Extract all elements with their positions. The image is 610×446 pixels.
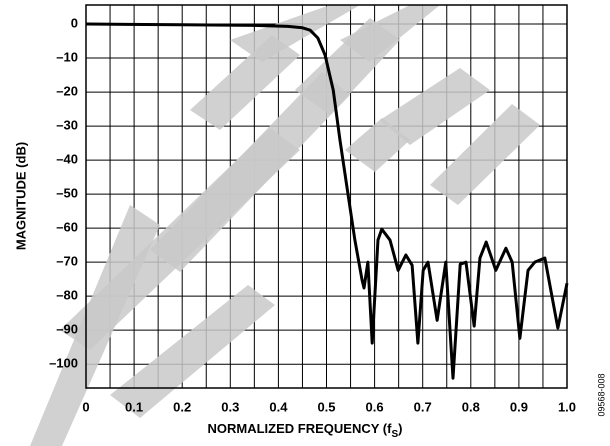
x-axis-label-end: ) (398, 421, 402, 436)
plot-frame (85, 4, 568, 389)
watermark-stroke (430, 104, 540, 205)
x-axis-label: NORMALIZED FREQUENCY (fS) (208, 421, 403, 439)
x-axis-label-main: NORMALIZED FREQUENCY (f (208, 421, 393, 436)
y-tick-label: –100 (49, 356, 78, 371)
y-tick-label: –50 (56, 186, 78, 201)
x-axis-label-subscript: S (391, 429, 398, 440)
x-tick-label: 0 (82, 399, 89, 414)
y-tick-label: 0 (71, 15, 78, 30)
watermark (30, 5, 540, 446)
y-tick-label: –20 (56, 84, 78, 99)
y-axis-label: MAGNITUDE (dB) (13, 142, 28, 250)
watermark-stroke (340, 5, 440, 62)
y-tick-label: –80 (56, 288, 78, 303)
x-tick-label: 0.5 (317, 399, 335, 414)
watermark-stroke (345, 118, 410, 172)
watermark-stroke (230, 5, 360, 62)
watermark-stroke (150, 72, 350, 272)
x-tick-label: 0.6 (366, 399, 384, 414)
x-tick-label: 0.1 (125, 399, 143, 414)
watermark-stroke (380, 68, 490, 145)
x-tick-label: 0.3 (221, 399, 239, 414)
x-tick-label: 0.8 (462, 399, 480, 414)
x-tick-label: 0.4 (269, 399, 288, 414)
x-tick-label: 0.7 (414, 399, 432, 414)
y-tick-label: –70 (56, 254, 78, 269)
watermark-stroke (110, 285, 275, 418)
x-tick-label: 0.2 (173, 399, 191, 414)
x-tick-label: 0.9 (510, 399, 528, 414)
x-tick-label: 1.0 (558, 399, 576, 414)
y-tick-label: –10 (56, 49, 78, 64)
y-tick-label: –40 (56, 152, 78, 167)
y-tick-label: –30 (56, 118, 78, 133)
y-tick-label: –90 (56, 322, 78, 337)
response-line (85, 22, 569, 380)
figure-id: 09568-008 (596, 373, 606, 416)
watermark-stroke (190, 35, 300, 130)
y-tick-label: –60 (56, 220, 78, 235)
